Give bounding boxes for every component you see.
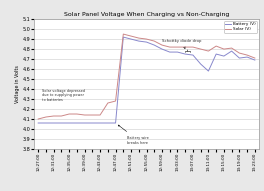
Solar (V) [222, 48, 225, 50]
Solar (V) [184, 46, 187, 48]
Battery (V) [114, 122, 117, 124]
Battery (V) [60, 122, 63, 124]
Battery (V) [191, 54, 195, 56]
Solar (V) [176, 46, 179, 48]
Battery (V) [215, 53, 218, 55]
Text: Solar voltage depressed
due to supplying power
to batteries: Solar voltage depressed due to supplying… [42, 89, 85, 102]
Battery (V) [253, 59, 256, 61]
Solar (V) [153, 40, 156, 42]
Solar (V) [230, 47, 233, 49]
Battery (V) [184, 53, 187, 55]
Legend: Battery (V), Solar (V): Battery (V), Solar (V) [224, 21, 257, 32]
Text: Battery wire
breaks here: Battery wire breaks here [118, 125, 149, 145]
Battery (V) [222, 55, 225, 57]
Battery (V) [44, 122, 48, 124]
Solar (V) [91, 114, 94, 116]
Solar (V) [207, 50, 210, 52]
Battery (V) [230, 50, 233, 52]
Battery (V) [137, 40, 140, 42]
Battery (V) [246, 56, 249, 58]
Solar (V) [145, 38, 148, 40]
Battery (V) [153, 44, 156, 46]
Battery (V) [83, 122, 86, 124]
Solar (V) [68, 113, 71, 115]
Solar (V) [60, 115, 63, 117]
Text: Schottky diode drop: Schottky diode drop [162, 39, 201, 49]
Battery (V) [91, 122, 94, 124]
Solar (V) [106, 102, 109, 104]
Solar (V) [44, 116, 48, 118]
Line: Battery (V): Battery (V) [38, 37, 255, 123]
Title: Solar Panel Voltage When Charging vs Non-Charging: Solar Panel Voltage When Charging vs Non… [64, 12, 229, 17]
Solar (V) [246, 54, 249, 56]
Solar (V) [191, 46, 195, 48]
Battery (V) [98, 122, 102, 124]
Battery (V) [238, 57, 241, 59]
Solar (V) [215, 45, 218, 47]
Solar (V) [238, 52, 241, 54]
Battery (V) [145, 41, 148, 43]
Solar (V) [52, 115, 55, 117]
Battery (V) [68, 122, 71, 124]
Battery (V) [122, 36, 125, 38]
Solar (V) [122, 33, 125, 35]
Battery (V) [52, 122, 55, 124]
Y-axis label: Voltage in Volts: Voltage in Volts [15, 65, 20, 103]
Battery (V) [106, 122, 109, 124]
Solar (V) [137, 37, 140, 39]
Solar (V) [161, 44, 164, 46]
Battery (V) [37, 122, 40, 124]
Battery (V) [129, 38, 133, 40]
Solar (V) [37, 118, 40, 120]
Solar (V) [199, 48, 202, 50]
Battery (V) [207, 70, 210, 72]
Battery (V) [168, 51, 171, 53]
Battery (V) [161, 48, 164, 50]
Battery (V) [75, 122, 78, 124]
Solar (V) [75, 113, 78, 115]
Solar (V) [168, 46, 171, 48]
Solar (V) [129, 35, 133, 37]
Solar (V) [98, 114, 102, 116]
Battery (V) [199, 63, 202, 65]
Solar (V) [253, 57, 256, 59]
Battery (V) [176, 51, 179, 53]
Line: Solar (V): Solar (V) [38, 34, 255, 119]
Solar (V) [83, 114, 86, 116]
Solar (V) [114, 100, 117, 102]
